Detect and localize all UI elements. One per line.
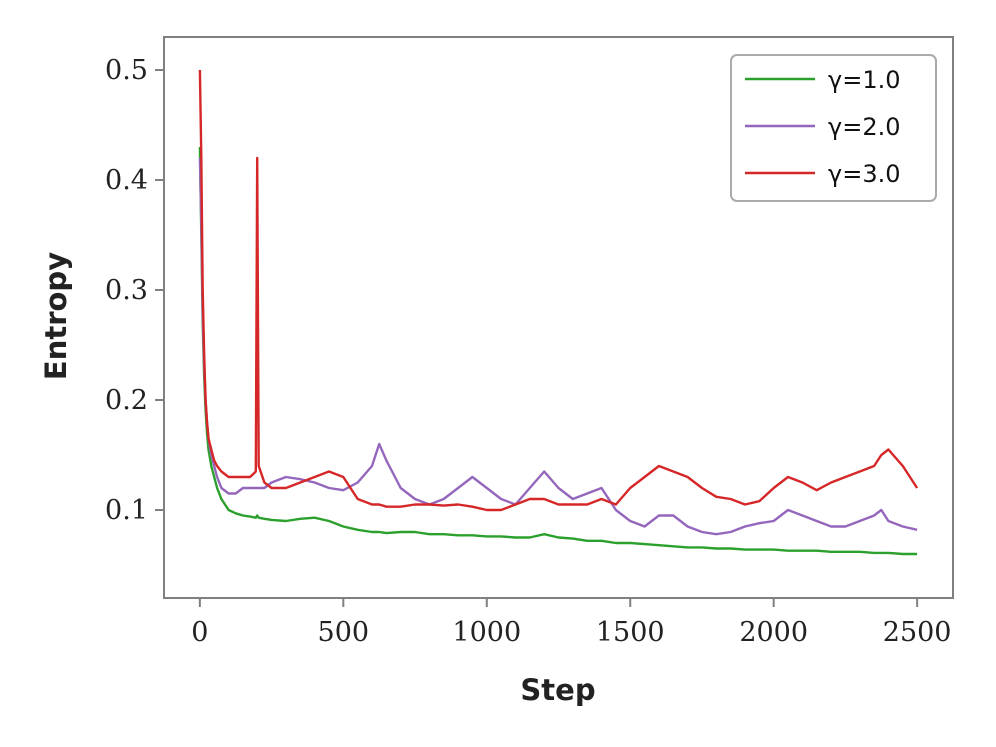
- series-line-1: [198, 146, 918, 556]
- x-axis: 0 500 1000 1500 2000 2500: [191, 598, 951, 648]
- legend: γ=1.0 γ=2.0 γ=3.0: [730, 54, 937, 202]
- legend-label-2: γ=2.0: [828, 113, 900, 141]
- series-layer: [198, 69, 919, 556]
- legend-label-3: γ=3.0: [828, 160, 900, 188]
- legend-box: [730, 54, 937, 202]
- x-tick-label: 0: [191, 617, 208, 648]
- x-tick-label: 1500: [596, 617, 665, 648]
- y-axis: 0.1 0.2 0.3 0.4 0.5: [105, 55, 164, 526]
- legend-label-1: γ=1.0: [828, 66, 900, 94]
- series-line-2: [198, 157, 918, 536]
- y-tick-label: 0.4: [105, 165, 148, 196]
- plot-frame: [163, 36, 954, 599]
- x-tick-label: 500: [318, 617, 370, 648]
- x-tick-label: 2500: [883, 617, 952, 648]
- y-tick-label: 0.1: [105, 495, 148, 526]
- series-line-3: [198, 69, 919, 512]
- y-tick-label: 0.2: [105, 385, 148, 416]
- x-tick-label: 1000: [452, 617, 521, 648]
- x-axis-title: Step: [520, 673, 595, 707]
- y-tick-label: 0.3: [105, 275, 148, 306]
- y-tick-label: 0.5: [105, 55, 148, 86]
- x-tick-label: 2000: [739, 617, 808, 648]
- y-axis-title: Entropy: [39, 252, 73, 380]
